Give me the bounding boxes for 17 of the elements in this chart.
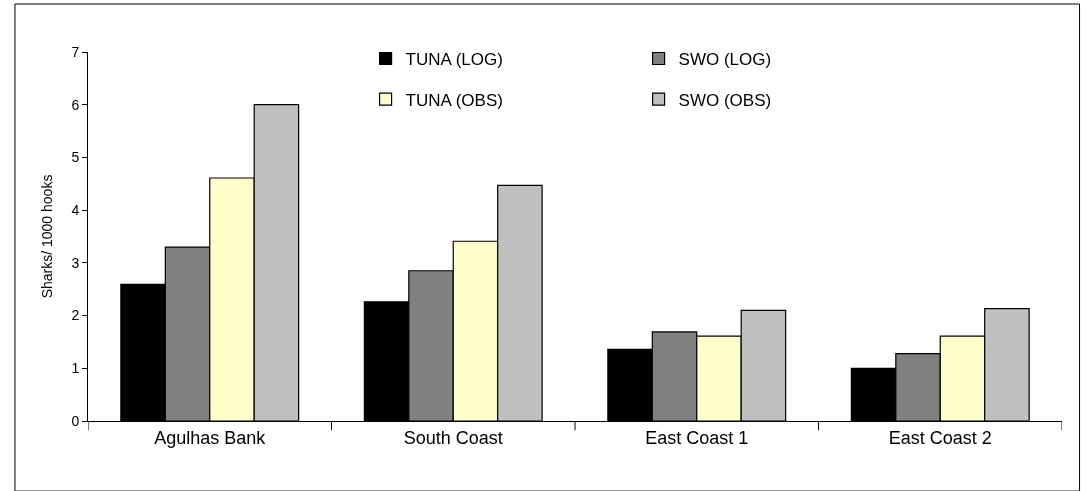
x-tick-label: East Coast 2 bbox=[888, 427, 992, 448]
y-tick-label: 1 bbox=[71, 360, 80, 377]
y-tick-label: 4 bbox=[71, 202, 80, 219]
y-tick-label: 5 bbox=[71, 149, 80, 166]
legend-label: TUNA (LOG) bbox=[405, 50, 503, 70]
legend-label: SWO (LOG) bbox=[678, 50, 772, 70]
y-tick-label: 0 bbox=[71, 412, 80, 429]
y-tick-label: 2 bbox=[71, 307, 80, 324]
legend-label: SWO (OBS) bbox=[678, 90, 772, 110]
x-tick-label: East Coast 1 bbox=[645, 427, 749, 448]
y-tick-label: 7 bbox=[71, 43, 80, 60]
y-axis-title: Sharks/ 1000 hooks bbox=[39, 174, 55, 299]
y-tick-label: 6 bbox=[71, 96, 80, 113]
x-tick-label: Agulhas Bank bbox=[154, 427, 267, 448]
x-tick-label: South Coast bbox=[403, 427, 503, 448]
legend-label: TUNA (OBS) bbox=[405, 90, 503, 110]
y-tick-label: 3 bbox=[71, 254, 80, 271]
